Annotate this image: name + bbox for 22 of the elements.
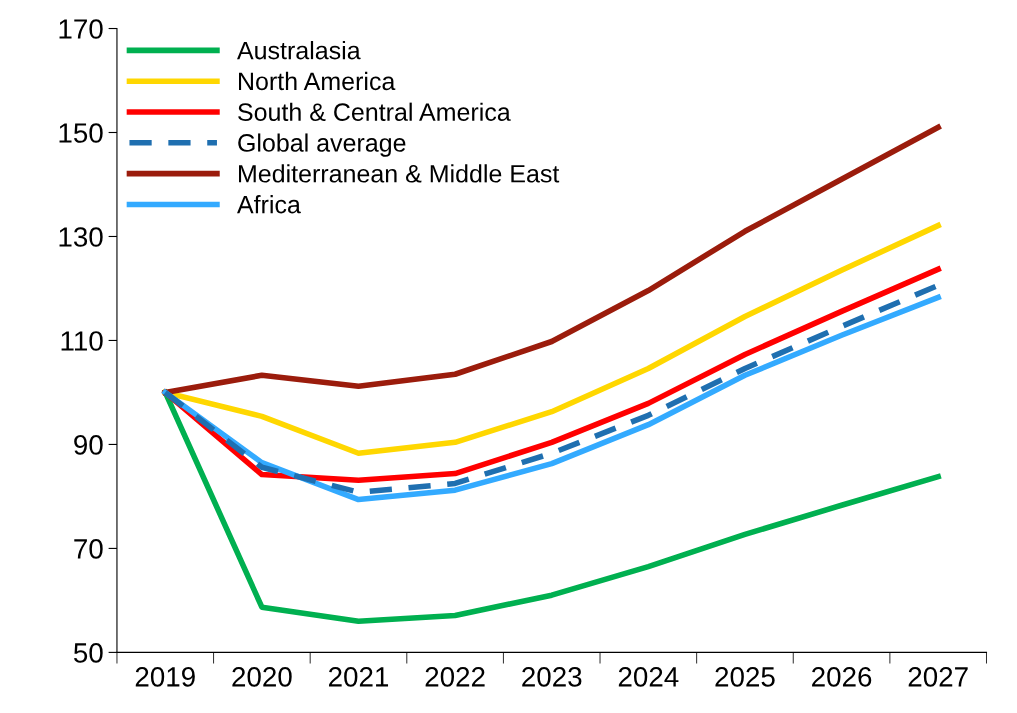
x-tick-label: 2024 [618,667,679,687]
y-tick-label: 110 [61,331,103,351]
x-tick-label: 2023 [522,667,582,687]
legend-label: Africa [237,195,301,214]
y-tick-label: 150 [59,123,103,143]
x-tick-label: 2026 [812,667,872,687]
x-tick-label: 2019 [135,667,195,687]
y-tick-label: 70 [74,539,103,559]
x-tick-label: 2021 [329,667,389,687]
legend-label: Global average [238,133,406,157]
legend-label: South & Central America [238,102,511,121]
y-tick-label: 130 [59,227,103,247]
legend-label: Mediterranean & Middle East [239,164,560,183]
legend-label: Australasia [237,41,361,60]
x-tick-label: 2027 [908,667,968,687]
y-tick-label: 50 [73,643,103,663]
x-tick-label: 2025 [715,667,775,687]
x-tick-label: 2020 [232,667,292,687]
y-tick-label: 170 [59,19,103,39]
x-tick-label: 2022 [425,667,485,687]
legend-label: North America [239,71,396,91]
y-tick-label: 90 [74,435,103,455]
